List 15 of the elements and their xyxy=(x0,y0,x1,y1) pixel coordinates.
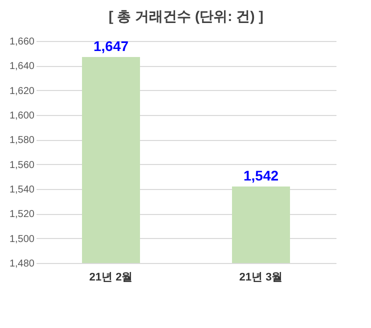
y-tick-label: 1,580 xyxy=(9,135,35,146)
data-label: 1,647 xyxy=(93,38,129,54)
y-tick-label: 1,500 xyxy=(9,234,35,245)
y-tick-label: 1,640 xyxy=(9,61,35,72)
x-tick-label: 21년 3월 xyxy=(239,272,283,284)
chart-title: [ 총 거래건수 (단위: 건) ] xyxy=(108,8,264,24)
y-tick-label: 1,660 xyxy=(9,36,35,48)
y-tick-label: 1,620 xyxy=(9,86,35,97)
y-tick-label: 1,520 xyxy=(9,209,35,220)
x-tick-label: 21년 2월 xyxy=(89,272,133,284)
y-tick-label: 1,600 xyxy=(9,110,35,122)
y-tick-label: 1,560 xyxy=(9,160,35,171)
y-tick-label: 1,540 xyxy=(9,184,35,196)
y-tick-label: 1,480 xyxy=(9,258,35,270)
data-label: 1,542 xyxy=(243,168,279,184)
